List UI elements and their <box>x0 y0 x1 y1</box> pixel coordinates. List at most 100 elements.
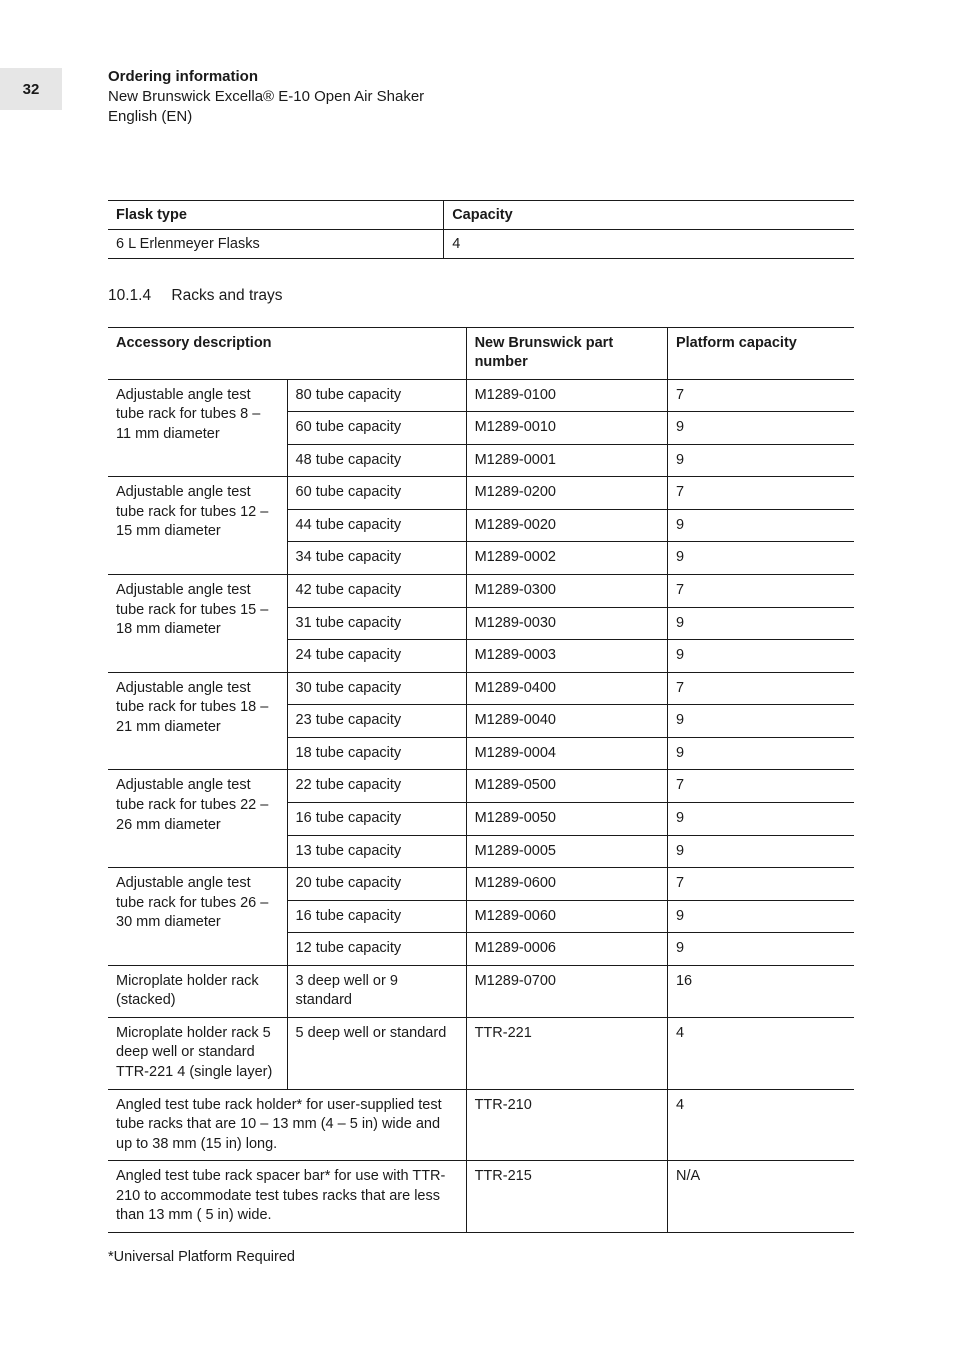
part-number-cell: M1289-0010 <box>466 412 667 445</box>
capacity-cell: 4 <box>444 229 854 258</box>
tube-capacity-cell: 22 tube capacity <box>287 770 466 803</box>
accessory-desc-cell: Adjustable angle test tube rack for tube… <box>108 672 287 770</box>
part-number-cell: M1289-0600 <box>466 868 667 901</box>
platform-capacity-cell: 9 <box>667 900 854 933</box>
part-number-cell: M1289-0003 <box>466 640 667 673</box>
page-content: Ordering information New Brunswick Excel… <box>0 0 954 1325</box>
part-number-cell: TTR-215 <box>466 1161 667 1233</box>
part-number-cell: M1289-0060 <box>466 900 667 933</box>
platform-capacity-cell: 9 <box>667 737 854 770</box>
tube-capacity-cell: 34 tube capacity <box>287 542 466 575</box>
platform-capacity-cell: N/A <box>667 1161 854 1233</box>
tube-capacity-cell: 60 tube capacity <box>287 412 466 445</box>
tube-capacity-cell: 16 tube capacity <box>287 802 466 835</box>
table-row: Angled test tube rack spacer bar* for us… <box>108 1161 854 1233</box>
part-number-cell: M1289-0200 <box>466 477 667 510</box>
platform-capacity-cell: 9 <box>667 444 854 477</box>
section-number: 10.1.4 <box>108 287 151 304</box>
platform-capacity-cell: 7 <box>667 379 854 412</box>
tube-capacity-cell: 24 tube capacity <box>287 640 466 673</box>
tube-capacity-cell: 30 tube capacity <box>287 672 466 705</box>
header-title: Ordering information <box>108 68 854 85</box>
part-number-cell: M1289-0040 <box>466 705 667 738</box>
accessory-desc-cell: Adjustable angle test tube rack for tube… <box>108 575 287 673</box>
accessory-desc-cell: Adjustable angle test tube rack for tube… <box>108 379 287 477</box>
platform-capacity-cell: 7 <box>667 477 854 510</box>
platform-capacity-cell: 9 <box>667 933 854 966</box>
tube-capacity-cell: 48 tube capacity <box>287 444 466 477</box>
tube-capacity-cell: 18 tube capacity <box>287 737 466 770</box>
platform-capacity-cell: 4 <box>667 1017 854 1089</box>
section-title: Racks and trays <box>171 287 282 304</box>
part-number-cell: M1289-0005 <box>466 835 667 868</box>
col-capacity: Capacity <box>444 200 854 229</box>
tube-capacity-cell: 20 tube capacity <box>287 868 466 901</box>
tube-capacity-cell: 60 tube capacity <box>287 477 466 510</box>
part-number-cell: M1289-0300 <box>466 575 667 608</box>
col-platform-capacity: Platform capacity <box>667 327 854 379</box>
part-number-cell: M1289-0050 <box>466 802 667 835</box>
section-heading: 10.1.4 Racks and trays <box>108 287 854 305</box>
platform-capacity-cell: 9 <box>667 412 854 445</box>
table-footnote: *Universal Platform Required <box>108 1249 854 1265</box>
accessory-desc-cell: Microplate holder rack (stacked) <box>108 965 287 1017</box>
table-row: Microplate holder rack (stacked)3 deep w… <box>108 965 854 1017</box>
table-row: 6 L Erlenmeyer Flasks4 <box>108 229 854 258</box>
part-number-cell: M1289-0004 <box>466 737 667 770</box>
table-row: Adjustable angle test tube rack for tube… <box>108 575 854 608</box>
accessory-desc-cell: Adjustable angle test tube rack for tube… <box>108 868 287 966</box>
tube-capacity-cell: 44 tube capacity <box>287 509 466 542</box>
part-number-cell: M1289-0001 <box>466 444 667 477</box>
part-number-cell: M1289-0006 <box>466 933 667 966</box>
part-number-cell: M1289-0002 <box>466 542 667 575</box>
tube-capacity-cell: 42 tube capacity <box>287 575 466 608</box>
header-line-1: New Brunswick Excella® E-10 Open Air Sha… <box>108 87 854 107</box>
accessory-desc-cell: Angled test tube rack holder* for user-s… <box>108 1089 466 1161</box>
table-row: Adjustable angle test tube rack for tube… <box>108 477 854 510</box>
part-number-cell: M1289-0100 <box>466 379 667 412</box>
col-part-number: New Brunswick part number <box>466 327 667 379</box>
table-header-row: Flask type Capacity <box>108 200 854 229</box>
table-row: Microplate holder rack 5 deep well or st… <box>108 1017 854 1089</box>
accessory-desc-cell: Angled test tube rack spacer bar* for us… <box>108 1161 466 1233</box>
table-row: Adjustable angle test tube rack for tube… <box>108 672 854 705</box>
part-number-cell: M1289-0500 <box>466 770 667 803</box>
tube-capacity-cell: 80 tube capacity <box>287 379 466 412</box>
flask-type-cell: 6 L Erlenmeyer Flasks <box>108 229 444 258</box>
tube-capacity-cell: 16 tube capacity <box>287 900 466 933</box>
accessory-desc-cell: Adjustable angle test tube rack for tube… <box>108 770 287 868</box>
part-number-cell: M1289-0400 <box>466 672 667 705</box>
platform-capacity-cell: 9 <box>667 542 854 575</box>
col-accessory-description: Accessory description <box>108 327 466 379</box>
tube-capacity-cell: 13 tube capacity <box>287 835 466 868</box>
tube-capacity-cell: 12 tube capacity <box>287 933 466 966</box>
flask-type-table: Flask type Capacity 6 L Erlenmeyer Flask… <box>108 200 854 259</box>
table-row: Angled test tube rack holder* for user-s… <box>108 1089 854 1161</box>
tube-capacity-cell: 31 tube capacity <box>287 607 466 640</box>
platform-capacity-cell: 7 <box>667 770 854 803</box>
table-row: Adjustable angle test tube rack for tube… <box>108 770 854 803</box>
tube-capacity-cell: 3 deep well or 9 standard <box>287 965 466 1017</box>
table-row: Adjustable angle test tube rack for tube… <box>108 868 854 901</box>
platform-capacity-cell: 9 <box>667 640 854 673</box>
platform-capacity-cell: 9 <box>667 705 854 738</box>
part-number-cell: M1289-0030 <box>466 607 667 640</box>
part-number-cell: M1289-0700 <box>466 965 667 1017</box>
accessory-desc-cell: Microplate holder rack 5 deep well or st… <box>108 1017 287 1089</box>
platform-capacity-cell: 7 <box>667 868 854 901</box>
platform-capacity-cell: 9 <box>667 607 854 640</box>
page-header: Ordering information New Brunswick Excel… <box>108 68 854 128</box>
tube-capacity-cell: 5 deep well or standard <box>287 1017 466 1089</box>
part-number-cell: M1289-0020 <box>466 509 667 542</box>
part-number-cell: TTR-221 <box>466 1017 667 1089</box>
platform-capacity-cell: 4 <box>667 1089 854 1161</box>
platform-capacity-cell: 9 <box>667 835 854 868</box>
table-row: Adjustable angle test tube rack for tube… <box>108 379 854 412</box>
part-number-cell: TTR-210 <box>466 1089 667 1161</box>
col-flask-type: Flask type <box>108 200 444 229</box>
platform-capacity-cell: 7 <box>667 672 854 705</box>
table-header-row: Accessory description New Brunswick part… <box>108 327 854 379</box>
platform-capacity-cell: 9 <box>667 509 854 542</box>
platform-capacity-cell: 7 <box>667 575 854 608</box>
header-line-2: English (EN) <box>108 107 854 127</box>
